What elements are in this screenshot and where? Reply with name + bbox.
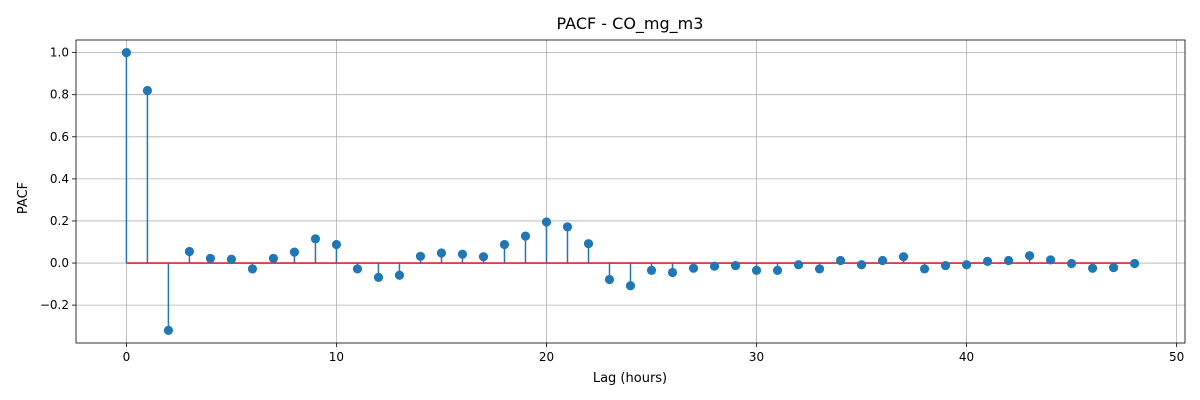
data-point <box>436 248 447 258</box>
data-point <box>331 239 342 250</box>
x-tick-label: 30 <box>749 350 764 364</box>
data-point <box>541 217 552 227</box>
data-point <box>772 265 783 276</box>
data-point <box>457 249 468 259</box>
data-point <box>499 239 510 250</box>
data-point <box>835 255 846 266</box>
data-point <box>814 264 825 274</box>
data-point <box>142 85 153 96</box>
data-point <box>373 272 384 282</box>
data-point <box>604 274 615 285</box>
data-point <box>226 254 237 264</box>
x-tick-label: 0 <box>123 350 131 364</box>
grid <box>76 40 1185 343</box>
y-axis-ticks: −0.2 0.0 0.2 0.4 0.6 0.8 1.0 <box>40 46 76 312</box>
data-point <box>688 263 699 273</box>
data-point <box>751 265 762 276</box>
data-point <box>352 264 363 274</box>
data-point <box>898 252 909 262</box>
data-point <box>625 281 636 291</box>
data-point <box>1024 251 1035 261</box>
data-point <box>1045 255 1056 265</box>
y-axis-label: PACF <box>16 182 31 214</box>
data-point <box>793 260 804 270</box>
x-tick-label: 50 <box>1169 350 1184 364</box>
data-point <box>184 246 195 257</box>
data-point <box>961 260 972 270</box>
data-point <box>163 325 174 335</box>
data-point <box>478 252 489 262</box>
y-tick-label: 0.4 <box>50 172 69 186</box>
data-point <box>520 231 531 241</box>
y-tick-label: 0.0 <box>50 256 69 270</box>
data-point <box>394 270 405 280</box>
x-tick-label: 10 <box>329 350 344 364</box>
data-point <box>919 264 930 274</box>
plot-frame <box>75 39 1186 344</box>
y-tick-label: 0.6 <box>50 130 69 144</box>
y-tick-label: 0.2 <box>50 214 69 228</box>
y-tick-label: −0.2 <box>40 298 69 312</box>
data-point <box>1129 258 1140 269</box>
data-point <box>1066 258 1077 269</box>
data-point <box>583 239 594 249</box>
chart-title: PACF - CO_mg_m3 <box>557 14 704 34</box>
data-point <box>1108 263 1119 273</box>
data-point <box>121 48 132 58</box>
data-point <box>289 247 300 257</box>
data-point <box>247 264 258 274</box>
data-point <box>940 260 951 271</box>
data-point <box>205 253 216 264</box>
data-point <box>709 261 720 271</box>
data-point <box>667 267 678 278</box>
y-tick-label: 0.8 <box>50 88 69 102</box>
data-point <box>1003 255 1014 266</box>
markers <box>121 48 1140 335</box>
x-axis-label: Lag (hours) <box>593 371 667 386</box>
data-point <box>268 253 279 264</box>
data-point <box>646 265 657 276</box>
data-point <box>310 234 321 244</box>
data-point <box>856 260 867 270</box>
x-tick-label: 40 <box>959 350 974 364</box>
data-point <box>877 255 888 266</box>
x-tick-label: 20 <box>539 350 554 364</box>
data-point <box>562 222 573 232</box>
data-point <box>1087 263 1098 273</box>
data-point <box>730 260 741 271</box>
y-tick-label: 1.0 <box>50 46 69 60</box>
data-point <box>415 251 426 261</box>
x-axis-ticks: 0 10 20 30 40 50 <box>123 343 1184 364</box>
data-point <box>982 256 993 266</box>
